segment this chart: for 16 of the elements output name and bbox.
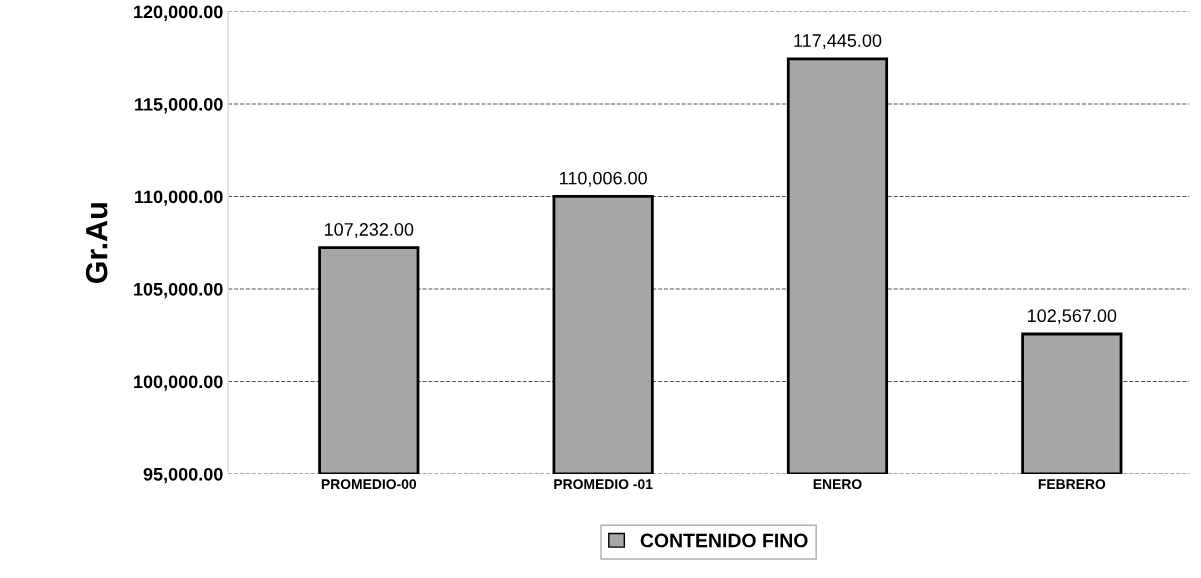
- y-tick-label: 115,000.00: [135, 97, 223, 114]
- y-axis-title: Gr.Au: [85, 203, 108, 284]
- y-tick-label: 110,000.00: [135, 190, 223, 206]
- text: 102,567.00: [1028, 309, 1117, 325]
- x-tick-label: ENERO: [813, 479, 862, 490]
- text: 110,006.00: [560, 171, 647, 187]
- y-tick-label: 105,000.00: [134, 282, 223, 299]
- x-tick-label: PROMEDIO-00: [321, 479, 417, 490]
- y-tick-label: 120,000.00: [134, 5, 223, 21]
- y-tick-label: 95,000.00: [143, 467, 223, 484]
- text: 107,232.00: [324, 223, 414, 238]
- x-tick-label: PROMEDIO -01: [554, 479, 653, 490]
- y-tick-label: 100,000.00: [134, 375, 223, 391]
- x-tick-label: FEBRERO: [1038, 479, 1106, 490]
- legend-label: CONTENIDO FINO: [640, 533, 808, 548]
- text: 117,445.00: [794, 34, 882, 50]
